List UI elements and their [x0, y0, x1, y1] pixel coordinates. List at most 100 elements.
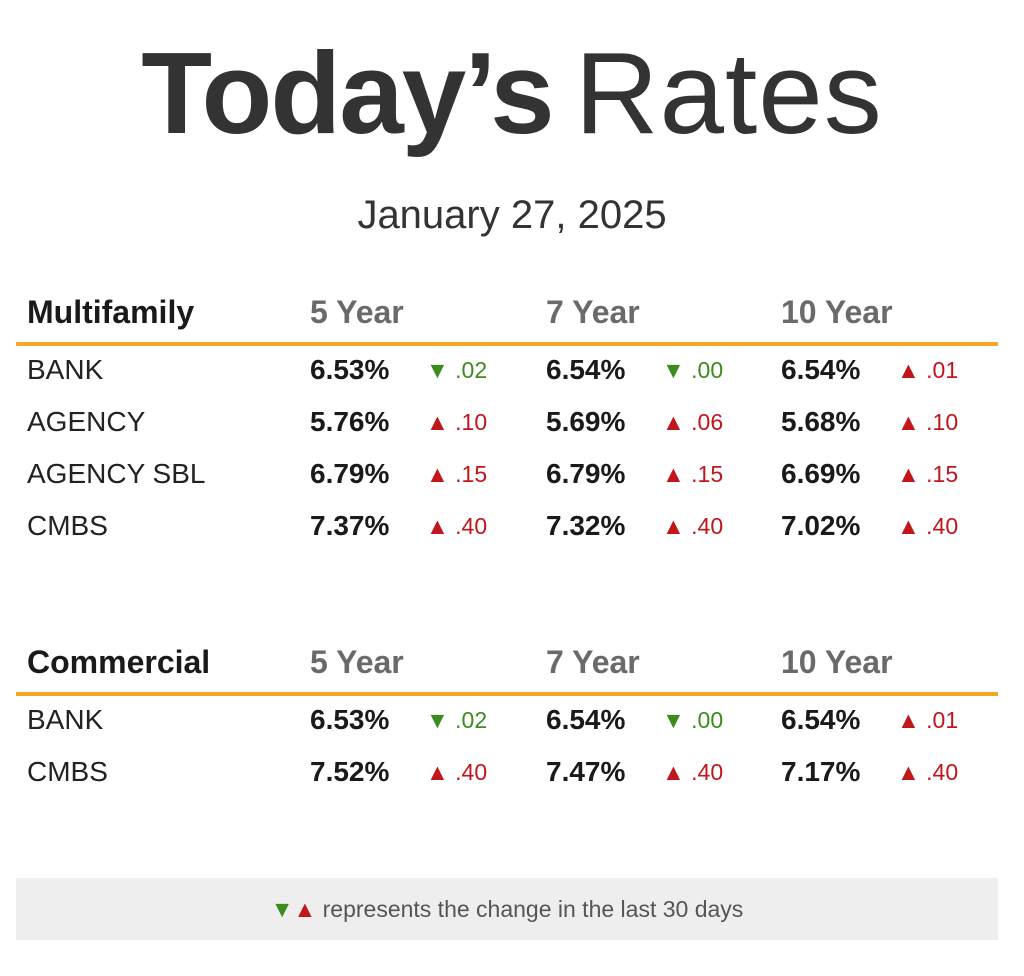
table-row: AGENCY SBL 6.79% ▲ .15 6.79% ▲ .15 6.69% ▲ .15 — [16, 450, 998, 502]
rate-change: ▲ .15 — [897, 461, 958, 488]
up-arrow-icon: ▲ — [662, 409, 692, 435]
rate-value: 5.68% — [781, 406, 861, 437]
column-header: 5 Year — [310, 294, 404, 330]
rate-value: 6.54% — [781, 354, 861, 385]
rate-value: 7.52% — [310, 756, 390, 787]
rate-value: 6.79% — [310, 458, 390, 489]
change-value: .01 — [926, 357, 959, 383]
rate-value: 7.47% — [546, 756, 626, 787]
row-label: BANK — [27, 354, 104, 385]
rate-change: ▼ .00 — [662, 357, 723, 384]
up-arrow-icon: ▲ — [897, 513, 927, 539]
change-value: .06 — [691, 409, 724, 435]
up-arrow-icon: ▲ — [897, 707, 927, 733]
change-value: .40 — [691, 513, 724, 539]
rate-change: ▲ .15 — [426, 461, 487, 488]
row-label: AGENCY SBL — [27, 458, 206, 489]
change-value: .10 — [926, 409, 959, 435]
rate-change: ▲ .40 — [426, 759, 487, 786]
change-value: .00 — [691, 707, 724, 733]
change-value: .40 — [455, 513, 488, 539]
rate-value: 6.54% — [781, 704, 861, 735]
rate-value: 6.54% — [546, 354, 626, 385]
rate-value: 6.53% — [310, 354, 390, 385]
rate-change: ▲ .40 — [662, 759, 723, 786]
change-value: .40 — [926, 759, 959, 785]
rate-change: ▲ .10 — [426, 409, 487, 436]
table-row: BANK 6.53% ▼ .02 6.54% ▼ .00 6.54% ▲ .01 — [16, 696, 998, 748]
rate-change: ▼ .02 — [426, 357, 487, 384]
table-row: CMBS 7.37% ▲ .40 7.32% ▲ .40 7.02% ▲ .40 — [16, 502, 998, 554]
change-value: .10 — [455, 409, 488, 435]
section-name: Multifamily — [27, 294, 195, 330]
rate-change: ▼ .02 — [426, 707, 487, 734]
up-arrow-icon: ▲ — [897, 461, 927, 487]
up-arrow-icon: ▲ — [426, 461, 456, 487]
section-header: Commercial 5 Year 7 Year 10 Year — [16, 636, 998, 696]
up-arrow-icon: ▲ — [662, 513, 692, 539]
column-header: 10 Year — [781, 644, 893, 680]
column-header: 7 Year — [546, 644, 640, 680]
rate-value: 6.54% — [546, 704, 626, 735]
column-header: 5 Year — [310, 644, 404, 680]
change-value: .40 — [926, 513, 959, 539]
column-header: 10 Year — [781, 294, 893, 330]
rate-change: ▲ .40 — [897, 759, 958, 786]
up-arrow-icon: ▲ — [426, 759, 456, 785]
rate-change: ▲ .01 — [897, 357, 958, 384]
row-label: BANK — [27, 704, 104, 735]
rate-value: 6.69% — [781, 458, 861, 489]
change-value: .15 — [926, 461, 959, 487]
title-light: Rates — [574, 28, 883, 158]
up-arrow-icon: ▲ — [426, 409, 456, 435]
up-arrow-icon: ▲ — [293, 896, 317, 922]
rate-change: ▲ .15 — [662, 461, 723, 488]
title-bold: Today’s — [141, 28, 554, 158]
table-row: BANK 6.53% ▼ .02 6.54% ▼ .00 6.54% ▲ .01 — [16, 346, 998, 398]
section-header: Multifamily 5 Year 7 Year 10 Year — [16, 286, 998, 346]
rate-value: 7.32% — [546, 510, 626, 541]
rate-value: 5.76% — [310, 406, 390, 437]
up-arrow-icon: ▲ — [426, 513, 456, 539]
rate-change: ▲ .40 — [897, 513, 958, 540]
down-arrow-icon: ▼ — [662, 357, 692, 383]
rate-change: ▲ .40 — [662, 513, 723, 540]
rate-value: 6.79% — [546, 458, 626, 489]
rate-value: 7.02% — [781, 510, 861, 541]
column-header: 7 Year — [546, 294, 640, 330]
rate-change: ▲ .40 — [426, 513, 487, 540]
change-value: .40 — [691, 759, 724, 785]
rate-change: ▲ .06 — [662, 409, 723, 436]
rate-change: ▲ .01 — [897, 707, 958, 734]
change-value: .00 — [691, 357, 724, 383]
commercial-section: Commercial 5 Year 7 Year 10 Year BANK 6.53% ▼ … — [16, 636, 998, 800]
change-value: .40 — [455, 759, 488, 785]
down-arrow-icon: ▼ — [426, 707, 456, 733]
rate-value: 5.69% — [546, 406, 626, 437]
rate-value: 7.37% — [310, 510, 390, 541]
row-label: CMBS — [27, 510, 108, 541]
row-label: AGENCY — [27, 406, 146, 437]
rates-date: January 27, 2025 — [357, 193, 667, 237]
down-arrow-icon: ▼ — [426, 357, 456, 383]
table-row: AGENCY 5.76% ▲ .10 5.69% ▲ .06 5.68% ▲ .10 — [16, 398, 998, 450]
rate-value: 6.53% — [310, 704, 390, 735]
change-value: .15 — [691, 461, 724, 487]
rate-change: ▲ .10 — [897, 409, 958, 436]
page-title: Today’s Rates — [0, 28, 1024, 158]
down-arrow-icon: ▼ — [662, 707, 692, 733]
row-label: CMBS — [27, 756, 108, 787]
change-value: .02 — [455, 707, 488, 733]
section-name: Commercial — [27, 644, 211, 680]
up-arrow-icon: ▲ — [897, 357, 927, 383]
up-arrow-icon: ▲ — [662, 461, 692, 487]
change-value: .02 — [455, 357, 488, 383]
legend-footer: ▼▲ represents the change in the last 30 … — [16, 878, 998, 940]
change-value: .15 — [455, 461, 488, 487]
up-arrow-icon: ▲ — [897, 759, 927, 785]
rate-change: ▼ .00 — [662, 707, 723, 734]
table-row: CMBS 7.52% ▲ .40 7.47% ▲ .40 7.17% ▲ .40 — [16, 748, 998, 800]
legend-text: represents the change in the last 30 day… — [322, 896, 744, 922]
down-arrow-icon: ▼ — [270, 896, 294, 922]
rate-value: 7.17% — [781, 756, 861, 787]
